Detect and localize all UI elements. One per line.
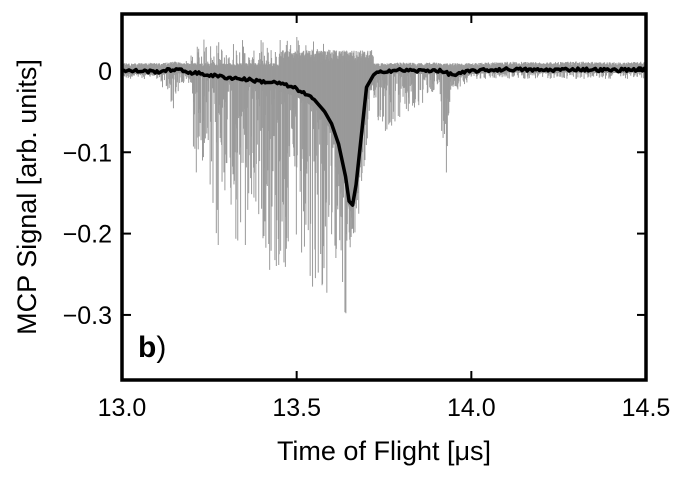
x-tick-labels: 13.0 13.5 14.0 14.5 <box>98 394 671 422</box>
individual-traces <box>122 36 646 314</box>
x-tick-label: 13.0 <box>98 394 147 422</box>
x-tick-label: 14.0 <box>447 394 496 422</box>
y-axis-title: MCP Signal [arb. units] <box>12 59 42 335</box>
axis-ticks <box>121 14 647 380</box>
panel-label-letter: b <box>138 331 156 364</box>
panel-label: b) <box>138 331 166 364</box>
y-tick-label: 0 <box>98 58 112 86</box>
panel-label-suffix: ) <box>156 331 166 364</box>
x-tick-label: 14.5 <box>622 394 671 422</box>
mean-trace <box>122 66 646 207</box>
y-tick-label: −0.1 <box>63 139 112 167</box>
x-axis-title: Time of Flight [μs] <box>277 436 491 466</box>
y-tick-label: −0.2 <box>63 221 112 249</box>
x-tick-label: 13.5 <box>272 394 321 422</box>
y-tick-labels: 0 −0.1 −0.2 −0.3 <box>63 58 112 330</box>
plot-frame <box>120 12 648 382</box>
y-tick-label: −0.3 <box>63 302 112 330</box>
mean-trace-layer <box>122 66 646 207</box>
